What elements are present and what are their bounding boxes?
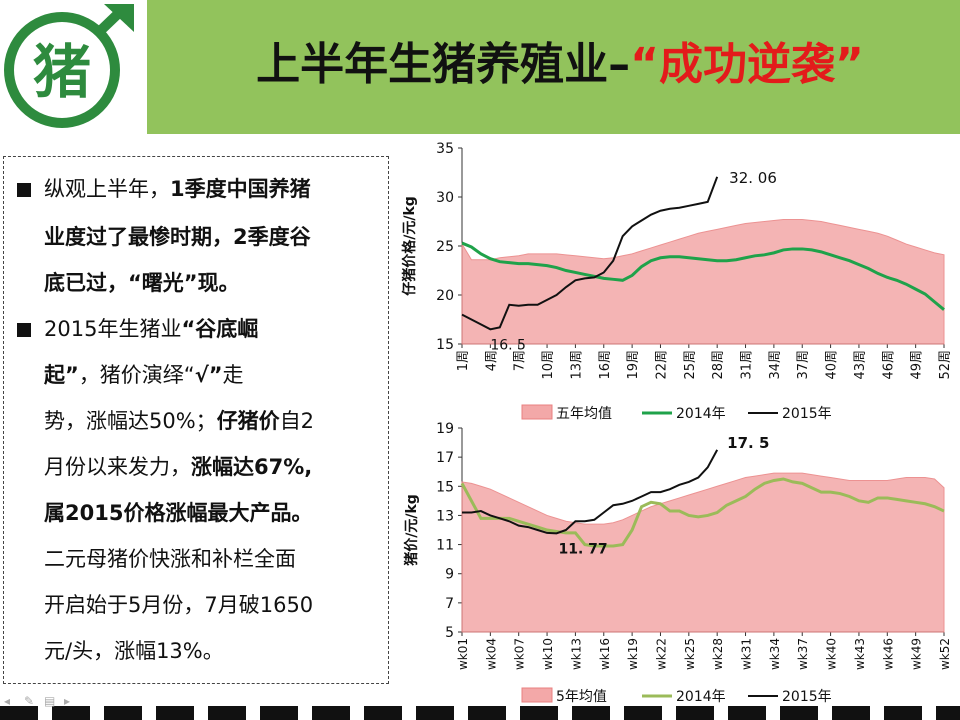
x-tick-label: wk37 [796, 638, 810, 670]
y-axis-label: 猪价/元/kg [403, 494, 420, 567]
legend-label-avg: 5年均值 [556, 689, 607, 705]
x-tick-label: wk10 [541, 638, 555, 670]
x-tick-label: wk28 [711, 638, 725, 670]
text-line-4: 2015年生猪业“谷底崛 [44, 317, 259, 341]
y-tick-label: 11 [436, 538, 454, 554]
x-tick-label: wk43 [853, 638, 867, 670]
y-tick-label: 30 [436, 190, 454, 206]
legend-label-2014: 2014年 [676, 689, 726, 705]
next-slide-icon[interactable]: ▸ [64, 694, 71, 708]
data-label-peak: 32. 06 [729, 169, 777, 187]
y-tick-label: 20 [436, 288, 454, 304]
y-tick-label: 17 [436, 450, 454, 466]
x-tick-label: 40周 [825, 350, 840, 380]
hog-price-chart: 5 7 9 11 13 15 17 19 猪价/元/kg wk01 wk04 wk07 wk10 wk13… [403, 421, 952, 705]
x-tick-label: 4周 [484, 350, 499, 371]
y-axis-label: 仔猪价格/元/kg [401, 196, 418, 296]
piglet-price-chart: 15 20 25 30 35 仔猪价格/元/kg 1周 4周 7周 10周 13周 16周 19周 22周… [401, 141, 953, 422]
y-tick-label: 25 [436, 239, 454, 255]
x-tick-label: wk22 [654, 638, 668, 670]
text-line-7: 月份以来发力，涨幅达67%, [44, 455, 313, 479]
x-tick-label: wk46 [881, 638, 895, 670]
x-tick-label: 16周 [598, 350, 613, 380]
x-tick-label: wk07 [513, 638, 527, 670]
page-title: 上半年生猪养殖业–“成功逆袭” [160, 30, 960, 100]
area-series-avg [461, 472, 945, 633]
text-line-6: 势，涨幅达50%；仔猪价自2 [44, 409, 315, 433]
y-tick-label: 15 [436, 479, 454, 495]
x-tick-label: wk31 [740, 638, 754, 670]
title-red: “成功逆袭” [630, 39, 864, 90]
x-tick-label: 10周 [541, 350, 556, 380]
x-tick-label: 19周 [626, 350, 641, 380]
data-label-low: 16. 5 [490, 337, 526, 353]
logo-glyph: 猪 [33, 38, 91, 106]
data-label-low: 11. 77 [559, 541, 608, 557]
y-tick-label: 35 [436, 141, 454, 157]
header-bar [0, 0, 960, 134]
x-tick-label: wk19 [626, 638, 640, 670]
text-line-11: 元/头，涨幅13%。 [44, 639, 224, 663]
text-line-2: 业度过了最惨时期，2季度谷 [44, 225, 311, 249]
x-tick-label: 28周 [711, 350, 726, 380]
x-tick-label: 52周 [938, 350, 953, 380]
y-tick-label: 13 [436, 508, 454, 524]
text-line-3: 底已过，“曙光”现。 [44, 271, 240, 295]
x-tick-label: wk49 [910, 638, 924, 670]
y-tick-label: 15 [436, 337, 454, 353]
summary-textbox: 纵观上半年，1季度中国养猪 业度过了最惨时期，2季度谷 底已过，“曙光”现。 2… [3, 156, 389, 684]
legend-swatch-avg [521, 404, 553, 420]
x-tick-label: 37周 [796, 350, 811, 380]
x-tick-label: 25周 [683, 350, 698, 380]
menu-icon[interactable]: ▤ [44, 694, 56, 708]
line-series-2014 [460, 477, 945, 548]
x-tick-label: wk52 [938, 638, 952, 670]
x-tick-label: 13周 [569, 350, 584, 380]
x-tick-label: wk01 [456, 638, 470, 670]
text-line-10: 开启始于5月份，7月破1650 [44, 593, 314, 617]
y-tick-label: 19 [436, 421, 454, 437]
x-tick-label: 49周 [910, 350, 925, 380]
x-tick-label: wk13 [569, 638, 583, 670]
pen-icon[interactable]: ✎ [24, 694, 35, 708]
logo-area: 猪 [0, 0, 147, 134]
x-tick-label: 7周 [513, 350, 528, 371]
x-tick-label: wk04 [484, 638, 498, 670]
bullet-icon [17, 183, 31, 197]
legend-swatch-avg [521, 687, 553, 703]
area-series-avg [461, 219, 945, 345]
x-tick-label: 46周 [881, 350, 896, 380]
text-line-5: 起”，猪价演绎“√”走 [44, 363, 244, 387]
x-tick-label: wk25 [683, 638, 697, 670]
text-line-9: 二元母猪价快涨和补栏全面 [44, 547, 296, 571]
x-tick-label: 1周 [456, 350, 471, 371]
x-tick-label: 22周 [654, 350, 669, 380]
legend-label-avg: 五年均值 [556, 406, 612, 422]
x-tick-label: 31周 [740, 350, 755, 380]
x-tick-label: 34周 [768, 350, 783, 380]
x-tick-label: 43周 [853, 350, 868, 380]
title-black: 上半年生猪养殖业– [256, 39, 631, 90]
line-series-2014 [461, 241, 945, 311]
line-series-2015 [461, 176, 719, 331]
y-tick-label: 9 [445, 567, 454, 583]
y-tick-label: 7 [445, 596, 454, 612]
legend-label-2015: 2015年 [782, 689, 832, 705]
legend-label-2014: 2014年 [676, 406, 726, 422]
pig-logo-icon: 猪 [4, 4, 134, 128]
data-label-peak: 17. 5 [727, 434, 769, 452]
legend-label-2015: 2015年 [782, 406, 832, 422]
footer-bar [0, 706, 960, 720]
prev-slide-icon[interactable]: ◂ [4, 694, 11, 708]
x-tick-label: wk16 [598, 638, 612, 670]
bullet-icon [17, 323, 31, 337]
x-tick-label: wk34 [768, 638, 782, 670]
text-line-8: 属2015价格涨幅最大产品。 [44, 501, 313, 525]
text-line-1: 纵观上半年，1季度中国养猪 [44, 177, 311, 201]
line-series-2015 [462, 449, 719, 535]
y-tick-label: 5 [445, 625, 454, 641]
x-tick-label: wk40 [825, 638, 839, 670]
